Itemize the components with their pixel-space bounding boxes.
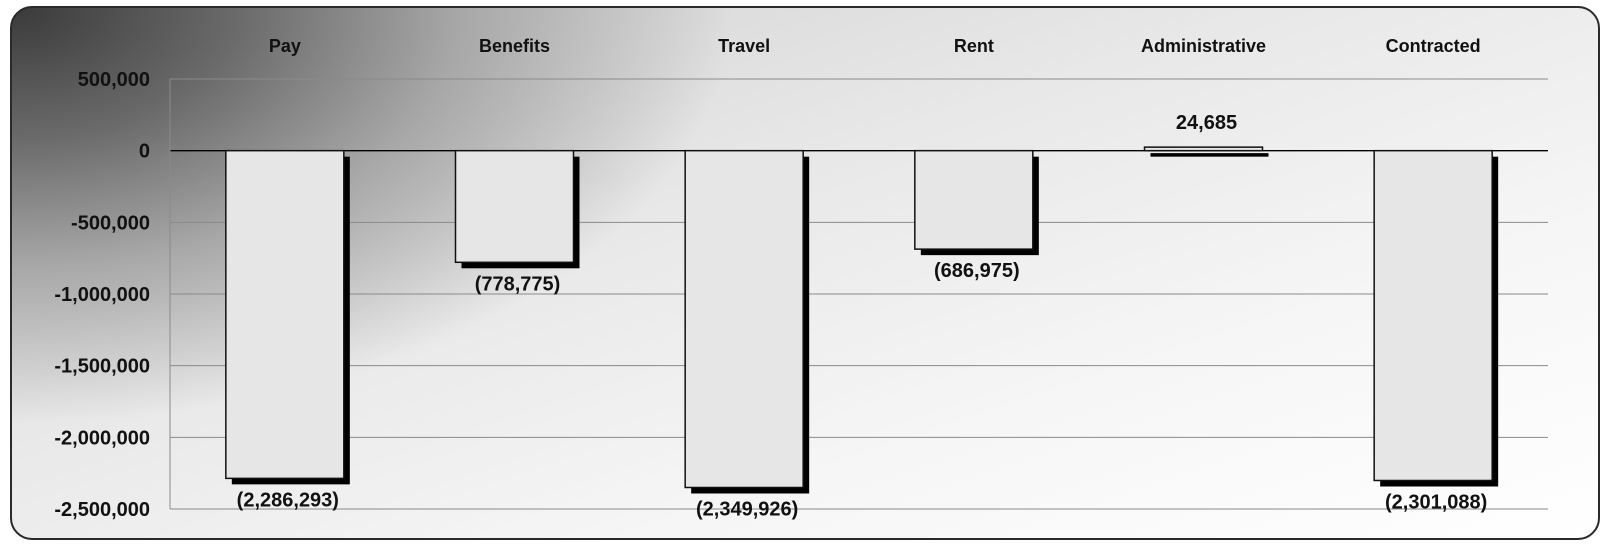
data-label: (686,975) [934,260,1020,282]
bar-shadow [1150,153,1269,157]
data-label: (2,286,293) [237,489,339,511]
y-tick-label: -1,500,000 [54,356,150,378]
y-tick-label: -2,000,000 [54,427,150,449]
category-label: Benefits [479,36,550,56]
bars [225,146,1499,494]
y-tick-label: 0 [139,141,150,163]
gridlines [170,78,1548,510]
y-tick-label: 500,000 [78,69,150,91]
category-label: Pay [269,36,301,56]
bar [684,149,804,489]
data-label: (2,301,088) [1385,491,1487,513]
category-label: Rent [954,36,994,56]
y-tick-label: -2,500,000 [54,499,150,521]
bar [1143,146,1264,152]
category-label: Travel [718,36,770,56]
data-label: (778,775) [475,273,561,295]
category-label: Administrative [1141,36,1266,56]
y-tick-label: -1,000,000 [54,284,150,306]
bar [454,149,575,264]
data-label: 24,685 [1176,112,1237,134]
data-label: (2,349,926) [696,498,798,520]
bar [225,149,345,480]
bar [914,149,1034,250]
y-axis: 500,000 0 -500,000 -1,000,000 -1,500,000 -2,0… [54,69,171,521]
bar-chart: 500,000 0 -500,000 -1,000,000 -1,500,000 -2,0… [54,36,1548,521]
bar [1373,149,1493,482]
data-labels: (2,286,293) (778,775) (2,349,926) (686,975)… [237,112,1488,520]
category-label: Contracted [1386,36,1481,56]
chart-frame: 500,000 0 -500,000 -1,000,000 -1,500,000 -2,0… [10,6,1600,540]
category-axis: Pay Benefits Travel Rent Administrative Contr… [269,36,1481,56]
y-tick-label: -500,000 [71,212,150,234]
